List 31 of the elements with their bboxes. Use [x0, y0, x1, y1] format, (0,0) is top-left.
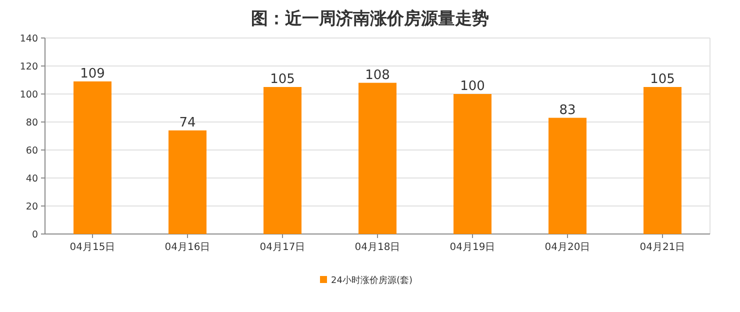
data-label: 105	[270, 72, 295, 87]
data-label: 74	[179, 115, 196, 130]
x-tick-label: 04月21日	[640, 242, 686, 253]
bar	[358, 82, 396, 234]
y-tick-label: 20	[26, 202, 38, 212]
x-tick-label: 04月15日	[70, 242, 116, 253]
bar	[548, 118, 586, 234]
data-label: 105	[650, 72, 675, 87]
bar	[454, 94, 492, 234]
data-label: 109	[80, 66, 105, 82]
y-tick-label: 120	[20, 62, 38, 72]
y-tick-label: 80	[26, 118, 38, 128]
bar	[644, 87, 682, 234]
bar	[74, 81, 112, 234]
x-tick-label: 04月16日	[164, 242, 210, 253]
y-tick-label: 0	[32, 230, 38, 240]
x-tick-label: 04月19日	[450, 242, 496, 253]
y-tick-label: 100	[20, 90, 38, 100]
data-label: 108	[365, 68, 390, 83]
chart-title: 图：近一周济南涨价房源量走势	[251, 9, 489, 29]
y-tick-label: 140	[20, 34, 38, 44]
x-tick-label: 04月18日	[354, 242, 400, 253]
legend-label: 24小时涨价房源(套)	[331, 275, 412, 286]
data-label: 100	[460, 79, 485, 94]
y-tick-label: 40	[26, 174, 38, 184]
bar	[168, 130, 206, 234]
y-tick-label: 60	[26, 146, 38, 156]
data-label: 83	[559, 102, 576, 118]
bar	[264, 87, 302, 234]
x-tick-label: 04月17日	[260, 242, 306, 253]
x-tick-label: 04月20日	[544, 242, 590, 253]
